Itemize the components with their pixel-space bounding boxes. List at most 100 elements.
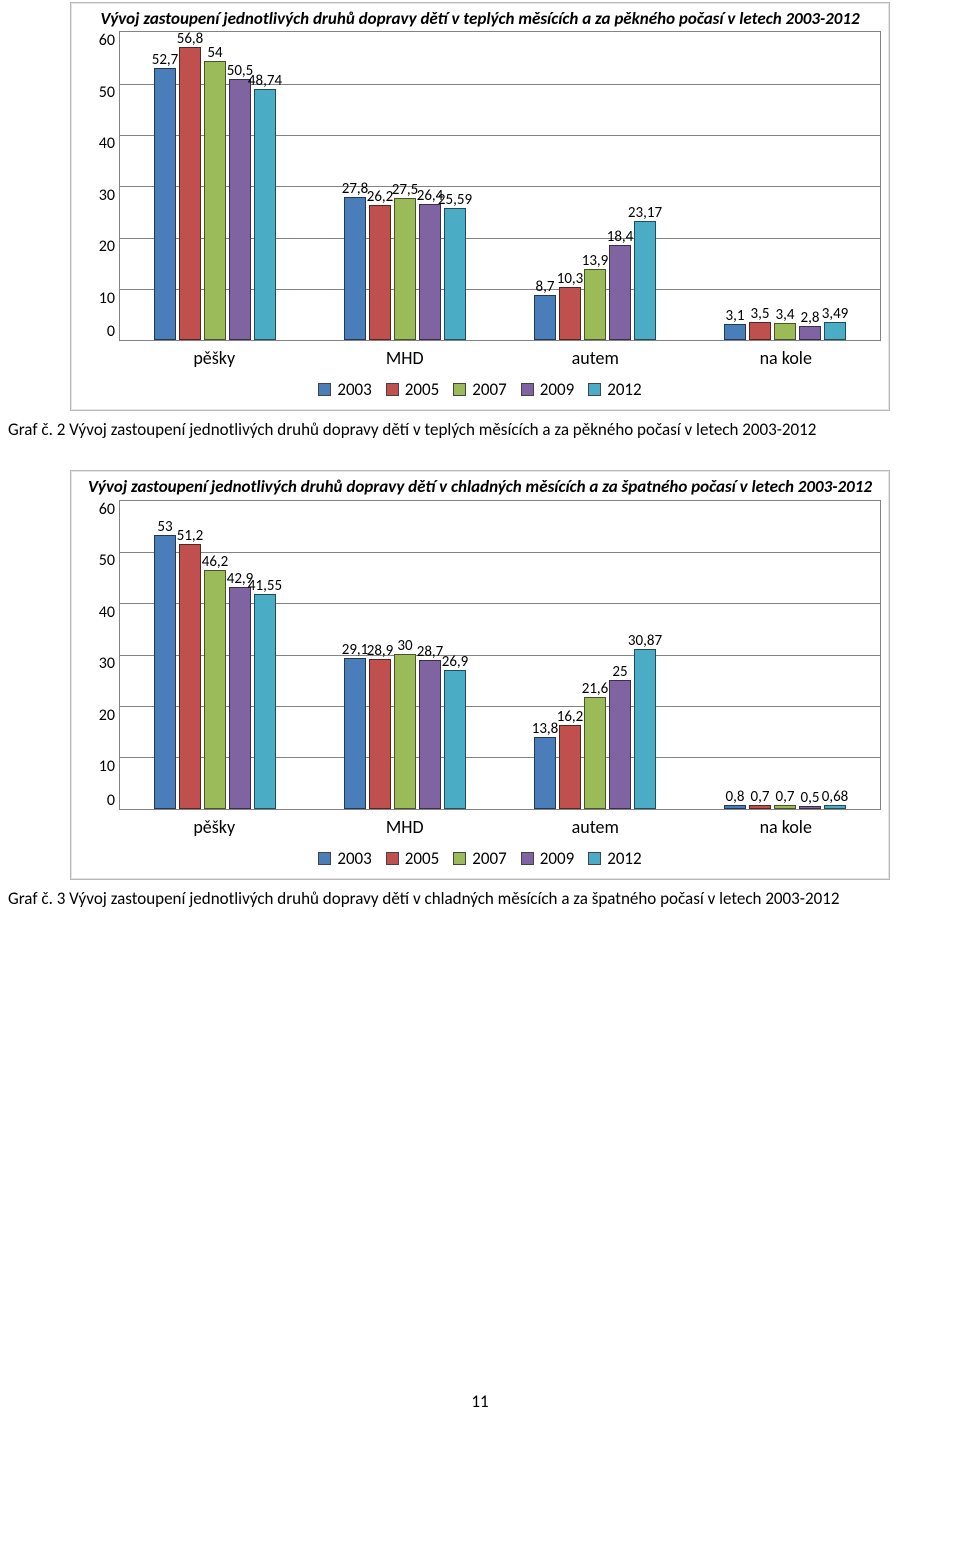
xaxis-label: MHD: [310, 816, 501, 838]
bar-value-label: 30,87: [628, 632, 662, 650]
bar-value-label: 53: [157, 518, 172, 536]
bar-value-label: 27,5: [392, 181, 419, 199]
bar-value-label: 52,7: [152, 51, 179, 69]
chart-2: Vývoj zastoupení jednotlivých druhů dopr…: [70, 470, 890, 879]
legend-swatch-icon: [453, 852, 466, 865]
legend-swatch-icon: [588, 852, 601, 865]
xaxis-label: na kole: [691, 816, 882, 838]
legend-item: 2005: [386, 848, 439, 869]
bar: 29,1: [344, 658, 366, 808]
bar-value-label: 28,7: [417, 643, 444, 661]
bar: 27,8: [344, 197, 366, 341]
bar: 41,55: [254, 594, 276, 809]
bar: 18,4: [609, 245, 631, 340]
bar-value-label: 3,49: [822, 305, 849, 323]
bar: 3,49: [824, 322, 846, 340]
yaxis-tick: 60: [99, 31, 115, 83]
bar-value-label: 51,2: [177, 527, 204, 545]
bar-group: 29,128,93028,726,9: [310, 501, 500, 809]
bar: 56,8: [179, 47, 201, 340]
page-number: 11: [0, 1391, 960, 1442]
bar-value-label: 0,5: [801, 789, 820, 807]
legend-item: 2009: [521, 379, 574, 400]
bar: 30,87: [634, 649, 656, 808]
bar-value-label: 0,8: [726, 788, 745, 806]
yaxis-tick: 40: [99, 603, 115, 655]
yaxis-tick: 30: [99, 654, 115, 706]
bar: 23,17: [634, 221, 656, 341]
bar-value-label: 10,3: [557, 270, 584, 288]
bar: 0,7: [774, 805, 796, 809]
legend-swatch-icon: [521, 852, 534, 865]
bar-value-label: 29,1: [342, 641, 369, 659]
bar-value-label: 23,17: [628, 204, 662, 222]
bar: 28,9: [369, 659, 391, 808]
bar-value-label: 3,4: [776, 306, 795, 324]
legend-swatch-icon: [386, 852, 399, 865]
yaxis-tick: 50: [99, 83, 115, 135]
bar-value-label: 28,9: [367, 642, 394, 660]
bar-value-label: 3,1: [726, 307, 745, 325]
bar: 25,59: [444, 208, 466, 340]
bar-value-label: 25: [612, 663, 627, 681]
bar-value-label: 54: [207, 44, 222, 62]
bar: 46,2: [204, 570, 226, 809]
bar-value-label: 48,74: [248, 72, 282, 90]
bar: 0,5: [799, 806, 821, 809]
bar: 0,7: [749, 805, 771, 809]
bar: 21,6: [584, 697, 606, 809]
legend-label: 2009: [540, 379, 574, 400]
legend-item: 2005: [386, 379, 439, 400]
chart-1: Vývoj zastoupení jednotlivých druhů dopr…: [70, 2, 890, 411]
legend-label: 2003: [337, 848, 371, 869]
yaxis-tick: 20: [99, 237, 115, 289]
chart-2-caption: Graf č. 3 Vývoj zastoupení jednotlivých …: [8, 888, 952, 911]
bar: 0,68: [824, 805, 846, 809]
bar-value-label: 30: [397, 637, 412, 655]
chart-1-plot: 52,756,85450,548,7427,826,227,526,425,59…: [119, 31, 881, 341]
legend-label: 2012: [607, 848, 641, 869]
legend-label: 2005: [405, 848, 439, 869]
bar-value-label: 25,59: [438, 191, 472, 209]
bar-value-label: 18,4: [607, 228, 634, 246]
legend-label: 2012: [607, 379, 641, 400]
bar: 26,4: [419, 204, 441, 340]
bar: 26,2: [369, 205, 391, 340]
bar-group: 3,13,53,42,83,49: [690, 32, 880, 340]
bar-value-label: 13,8: [532, 720, 559, 738]
xaxis-label: pěšky: [119, 816, 310, 838]
bar-value-label: 0,7: [776, 788, 795, 806]
legend-label: 2003: [337, 379, 371, 400]
bar-value-label: 27,8: [342, 180, 369, 198]
xaxis-label: na kole: [691, 347, 882, 369]
bar-value-label: 26,9: [442, 653, 469, 671]
bar: 2,8: [799, 326, 821, 340]
bar: 48,74: [254, 89, 276, 341]
bar: 27,5: [394, 198, 416, 340]
chart-2-plot: 5351,246,242,941,5529,128,93028,726,913,…: [119, 500, 881, 810]
bar-value-label: 46,2: [202, 553, 229, 571]
yaxis-tick: 60: [99, 500, 115, 552]
xaxis-label: autem: [500, 816, 691, 838]
legend-item: 2012: [588, 848, 641, 869]
legend-item: 2009: [521, 848, 574, 869]
chart-1-xaxis: pěškyMHDautemna kole: [119, 347, 881, 369]
bar-value-label: 0,7: [751, 788, 770, 806]
bar-value-label: 0,68: [822, 788, 849, 806]
chart-1-legend: 20032005200720092012: [79, 379, 881, 400]
bar-value-label: 16,2: [557, 708, 584, 726]
yaxis-tick: 0: [107, 340, 115, 341]
legend-label: 2005: [405, 379, 439, 400]
legend-item: 2003: [318, 379, 371, 400]
legend-item: 2012: [588, 379, 641, 400]
bar: 26,9: [444, 670, 466, 809]
bar: 28,7: [419, 660, 441, 808]
bar-value-label: 13,9: [582, 252, 609, 270]
chart-2-title: Vývoj zastoupení jednotlivých druhů dopr…: [79, 477, 881, 497]
bar-value-label: 56,8: [177, 30, 204, 48]
legend-swatch-icon: [453, 383, 466, 396]
bar: 50,5: [229, 79, 251, 340]
yaxis-tick: 50: [99, 551, 115, 603]
yaxis-tick: 0: [107, 809, 115, 810]
bar: 10,3: [559, 287, 581, 340]
